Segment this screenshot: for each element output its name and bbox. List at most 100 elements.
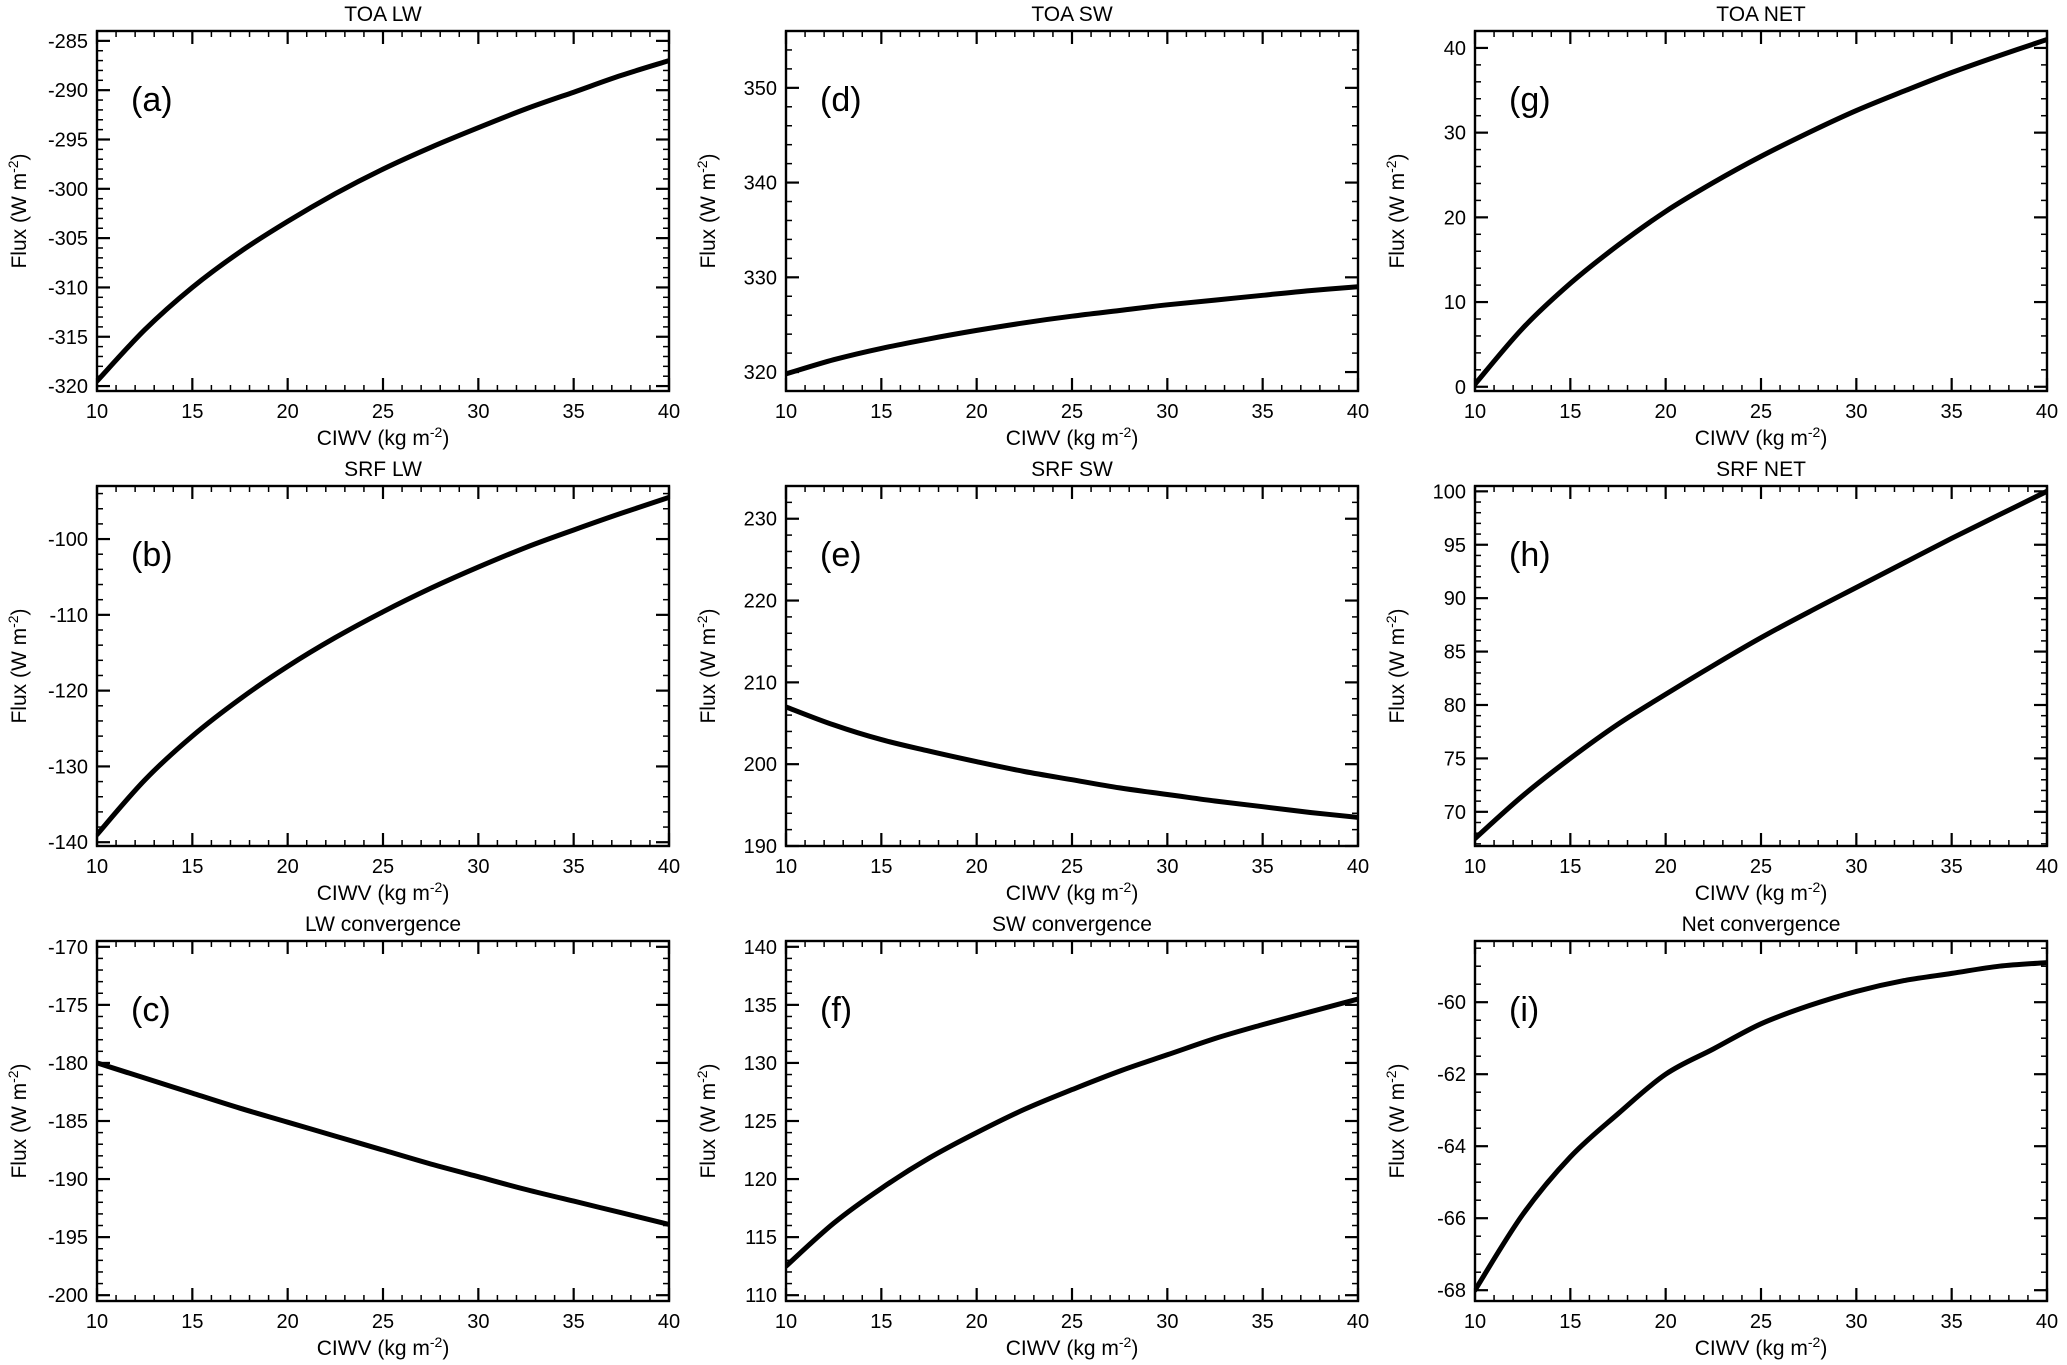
curve <box>97 58 669 384</box>
axis-frame <box>1473 484 2049 848</box>
y-tick-label: 230 <box>744 509 777 531</box>
panel-a: 10 15 20 25 30 35 40 -320 -315 -310 -305 -300 -295 -2… <box>0 0 689 455</box>
y-tick-label: -200 <box>48 1285 88 1307</box>
y-axis-label: Flux (W m-2) <box>1383 1063 1409 1178</box>
x-tick-label: 40 <box>1347 856 1369 878</box>
y-tick-label: 70 <box>1444 802 1466 824</box>
x-tick-label: 25 <box>1750 1311 1772 1333</box>
x-tick-label: 30 <box>1845 401 1867 423</box>
x-tick-label: 25 <box>1750 401 1772 423</box>
x-tick-label: 35 <box>1941 401 1963 423</box>
x-tick-label: 35 <box>1252 1311 1274 1333</box>
panel-h: 10 15 20 25 30 35 40 70 75 80 85 90 95 100 SRF NET (h) C… <box>1378 455 2067 910</box>
y-tick-label: -60 <box>1437 992 1466 1014</box>
panel-letter: (f) <box>820 991 852 1029</box>
axis-frame <box>1473 29 2049 393</box>
x-axis-label: CIWV (kg m-2) <box>317 879 450 905</box>
panel-title: TOA SW <box>1031 3 1112 26</box>
y-tick-label: 350 <box>744 78 777 100</box>
y-tick-label: -110 <box>49 605 88 627</box>
y-tick-label: 95 <box>1444 535 1466 557</box>
panel-title: SRF LW <box>344 458 422 481</box>
x-tick-label: 30 <box>1845 856 1867 878</box>
panel-letter: (e) <box>820 536 862 574</box>
y-tick-label: -285 <box>48 31 88 53</box>
y-axis-label: Flux (W m-2) <box>5 153 31 268</box>
curve <box>786 284 1358 377</box>
y-tick-label: -195 <box>48 1227 88 1249</box>
x-axis-label: CIWV (kg m-2) <box>1006 879 1139 905</box>
y-tick-label: 200 <box>744 754 777 776</box>
y-tick-label: 40 <box>1444 38 1466 60</box>
curve <box>1475 488 2047 841</box>
panel-b: 10 15 20 25 30 35 40 -140 -130 -120 -110 -100 SRF LW… <box>0 455 689 910</box>
y-tick-label: -170 <box>48 937 88 959</box>
x-tick-label: 15 <box>181 1311 203 1333</box>
panel-letter: (g) <box>1509 81 1551 119</box>
panel-e: 10 15 20 25 30 35 40 190 200 210 220 230 SRF SW (e) CI… <box>689 455 1378 910</box>
x-tick-label: 25 <box>1750 856 1772 878</box>
x-tick-label: 20 <box>277 1311 299 1333</box>
panel-title: Net convergence <box>1682 913 1841 936</box>
panel-title: SRF NET <box>1716 458 1806 481</box>
x-tick-label: 20 <box>277 401 299 423</box>
y-tick-label: -64 <box>1437 1136 1466 1158</box>
x-tick-label: 40 <box>658 1311 680 1333</box>
y-tick-label: -190 <box>48 1169 88 1191</box>
x-tick-label: 35 <box>563 401 585 423</box>
x-tick-label: 20 <box>966 1311 988 1333</box>
x-tick-label: 15 <box>870 401 892 423</box>
axis-frame <box>784 939 1360 1303</box>
x-tick-label: 15 <box>1559 1311 1581 1333</box>
y-tick-label: 210 <box>744 672 777 694</box>
y-tick-label: -185 <box>48 1111 88 1133</box>
y-tick-label: -140 <box>48 832 88 854</box>
y-axis-label: Flux (W m-2) <box>694 608 720 723</box>
x-tick-label: 20 <box>966 856 988 878</box>
x-tick-label: 30 <box>1156 856 1178 878</box>
x-tick-label: 30 <box>1845 1311 1867 1333</box>
x-tick-label: 40 <box>2036 856 2058 878</box>
axis-frame <box>95 484 671 848</box>
x-tick-label: 30 <box>467 1311 489 1333</box>
x-tick-label: 40 <box>1347 401 1369 423</box>
x-axis-label: CIWV (kg m-2) <box>1006 1334 1139 1360</box>
x-tick-label: 35 <box>1941 1311 1963 1333</box>
x-tick-label: 30 <box>467 401 489 423</box>
panel-title: SW convergence <box>992 913 1152 936</box>
panel-letter: (b) <box>131 536 173 574</box>
panel-f: 10 15 20 25 30 35 40 110 115 120 125 130 135 140 SW co… <box>689 910 1378 1365</box>
y-tick-label: 320 <box>744 362 777 384</box>
x-tick-label: 10 <box>1464 1311 1486 1333</box>
x-axis-label: CIWV (kg m-2) <box>1695 424 1828 450</box>
y-tick-label: 220 <box>744 591 777 613</box>
y-axis-label: Flux (W m-2) <box>1383 608 1409 723</box>
x-tick-label: 15 <box>181 401 203 423</box>
x-tick-label: 40 <box>1347 1311 1369 1333</box>
axis-frame <box>95 939 671 1303</box>
y-tick-label: 30 <box>1444 123 1466 145</box>
y-axis-label: Flux (W m-2) <box>5 608 31 723</box>
x-axis-label: CIWV (kg m-2) <box>317 1334 450 1360</box>
y-tick-label: 110 <box>745 1285 777 1307</box>
x-tick-label: 35 <box>563 856 585 878</box>
x-tick-label: 40 <box>658 401 680 423</box>
x-tick-label: 25 <box>1061 856 1083 878</box>
y-tick-label: -300 <box>48 179 88 201</box>
x-tick-label: 10 <box>775 401 797 423</box>
x-tick-label: 25 <box>1061 1311 1083 1333</box>
y-tick-label: 140 <box>744 937 777 959</box>
x-axis-label: CIWV (kg m-2) <box>317 424 450 450</box>
x-tick-label: 35 <box>1252 401 1274 423</box>
y-tick-label: 0 <box>1455 377 1466 399</box>
y-axis-label: Flux (W m-2) <box>694 1063 720 1178</box>
panel-letter: (a) <box>131 81 173 119</box>
x-tick-label: 20 <box>1655 856 1677 878</box>
y-tick-label: -305 <box>48 228 88 250</box>
x-tick-label: 20 <box>277 856 299 878</box>
y-tick-label: 115 <box>745 1227 777 1249</box>
x-tick-label: 35 <box>1941 856 1963 878</box>
y-tick-label: 130 <box>744 1053 777 1075</box>
x-tick-label: 25 <box>1061 401 1083 423</box>
